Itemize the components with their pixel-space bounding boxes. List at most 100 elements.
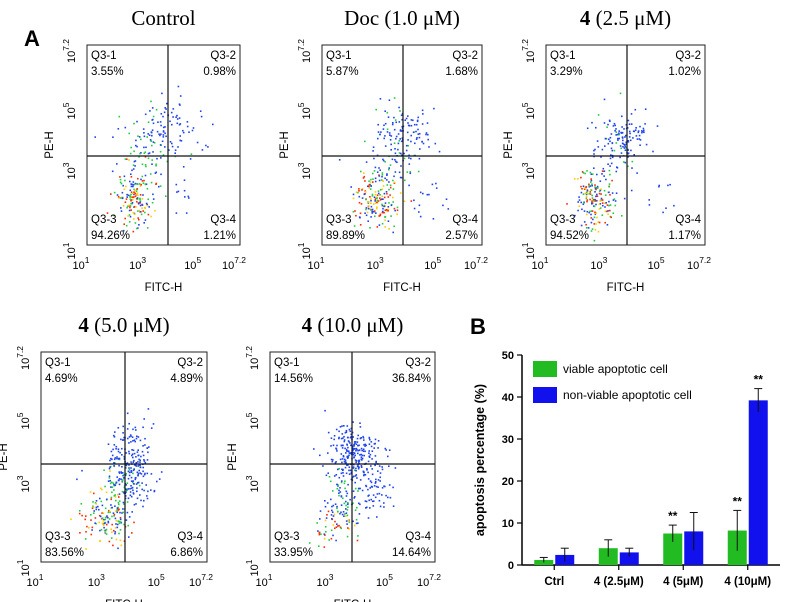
scatter-point <box>185 212 188 214</box>
scatter-point <box>128 536 130 538</box>
scatter-point <box>627 141 630 143</box>
scatter-point <box>144 462 147 464</box>
scatter-point <box>118 496 120 498</box>
scatter-point <box>354 210 356 212</box>
scatter-point <box>372 172 374 175</box>
scatter-point <box>355 449 357 452</box>
scatter-point <box>340 472 343 475</box>
scatter-point <box>89 491 92 493</box>
scatter-point <box>613 122 616 125</box>
scatter-point <box>137 177 139 180</box>
plot-title-condition: (10.0 μM) <box>312 313 403 337</box>
scatter-point <box>435 182 437 185</box>
scatter-point <box>330 437 333 439</box>
scatter-point <box>370 198 372 200</box>
scatter-point <box>578 205 581 207</box>
y-axis-label: PE-H <box>227 443 239 470</box>
scatter-point <box>422 113 424 115</box>
scatter-point <box>630 189 633 192</box>
scatter-point <box>151 144 153 147</box>
scatter-point <box>372 494 375 496</box>
scatter-point <box>368 187 371 189</box>
scatter-point <box>594 213 597 216</box>
scatter-point <box>367 205 370 207</box>
scatter-point <box>389 139 392 141</box>
scatter-point <box>347 483 349 486</box>
scatter-point <box>205 144 207 147</box>
scatter-point <box>136 193 138 195</box>
scatter-point <box>397 148 399 151</box>
scatter-point <box>612 199 615 201</box>
scatter-point <box>341 513 344 516</box>
scatter-point <box>110 486 112 488</box>
scatter-point <box>141 198 144 200</box>
scatter-point <box>377 137 379 140</box>
tick-exponent: 5 <box>660 255 665 265</box>
y-tick-label: 105 <box>520 102 537 119</box>
scatter-point <box>110 457 112 460</box>
scatter-point <box>586 199 589 201</box>
quadrant-name: Q3-2 <box>675 50 701 62</box>
scatter-point <box>388 132 391 134</box>
scatter-point <box>345 500 347 503</box>
scatter-point <box>117 458 120 460</box>
scatter-point <box>623 197 626 200</box>
scatter-point <box>374 191 377 193</box>
scatter-point <box>169 120 171 123</box>
scatter-point <box>372 505 375 507</box>
scatter-point <box>392 122 394 124</box>
scatter-point <box>186 125 189 128</box>
x-axis-label: FITC-H <box>334 599 372 602</box>
scatter-point <box>340 504 343 506</box>
scatter-point <box>597 114 600 116</box>
scatter-point <box>99 515 102 518</box>
scatter-point <box>615 192 618 194</box>
tick-exponent: 5 <box>15 412 25 417</box>
scatter-point <box>117 128 120 130</box>
scatter-point <box>132 449 135 452</box>
scatter-point <box>108 477 111 479</box>
scatter-point <box>601 214 604 216</box>
scatter-point <box>119 539 122 542</box>
scatter-point <box>126 511 129 514</box>
scatter-point <box>128 422 130 425</box>
scatter-point <box>146 204 149 207</box>
scatter-point <box>143 152 146 154</box>
scatter-point <box>345 504 347 507</box>
scatter-point <box>595 195 597 198</box>
x-axis-label: FITC-H <box>383 282 421 294</box>
scatter-point <box>435 187 438 189</box>
scatter-point <box>615 170 618 173</box>
y-tick-label: 107.2 <box>520 39 537 63</box>
scatter-point <box>603 175 605 177</box>
y-tick-label: 0 <box>508 560 514 572</box>
scatter-point <box>381 198 383 200</box>
scatter-point <box>395 121 397 124</box>
scatter-point <box>337 485 339 487</box>
scatter-point <box>131 199 133 201</box>
tick-base: 10 <box>20 480 32 492</box>
scatter-point <box>639 139 642 141</box>
scatter-point <box>164 126 166 128</box>
scatter-point <box>350 427 353 430</box>
quadrant-name: Q3-4 <box>405 531 431 543</box>
scatter-point <box>118 478 121 480</box>
scatter-point <box>159 150 162 153</box>
scatter-point <box>637 130 640 132</box>
scatter-points <box>338 97 450 234</box>
scatter-point <box>638 138 641 140</box>
scatter-point <box>155 163 157 166</box>
scatter-point <box>130 193 132 196</box>
scatter-point <box>377 479 380 481</box>
scatter-point <box>354 442 356 445</box>
scatter-point <box>159 144 162 146</box>
scatter-point <box>343 458 346 461</box>
scatter-point <box>127 524 129 527</box>
scatter-point <box>374 193 377 196</box>
scatter-point <box>336 523 338 525</box>
tick-base: 10 <box>189 577 201 589</box>
scatter-point <box>125 519 128 521</box>
scatter-point <box>111 486 114 488</box>
scatter-point <box>345 512 348 514</box>
scatter-point <box>609 165 611 167</box>
